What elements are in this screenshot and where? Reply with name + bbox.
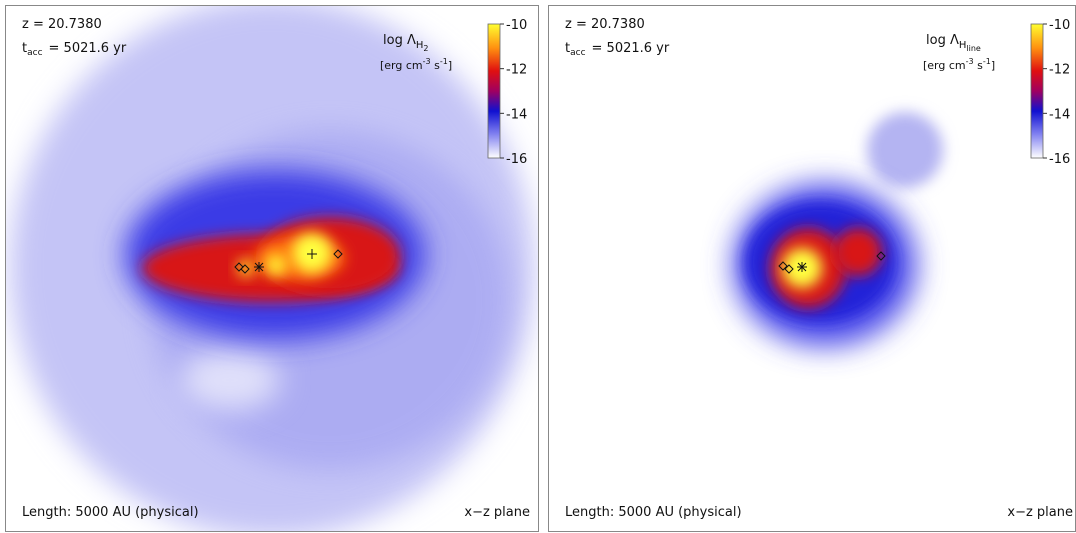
units: [erg cm-3 s-1]: [380, 57, 452, 72]
unit-part: -1: [983, 57, 991, 66]
plane-label: x−z plane: [1007, 505, 1073, 520]
colorbar-tick-label: -10: [1049, 18, 1070, 33]
colorbar: [487, 23, 501, 159]
plane-label: x−z plane: [464, 505, 530, 520]
length-label: Length: 5000 AU (physical): [22, 505, 199, 520]
unit-part: ]: [991, 59, 995, 72]
unit-part: ]: [448, 59, 452, 72]
quantity-subsub: 2: [423, 44, 428, 53]
units: [erg cm-3 s-1]: [923, 57, 995, 72]
unit-part: [erg cm: [923, 59, 966, 72]
colorbar-tick-label: -10: [506, 18, 527, 33]
accretion-time: tacc = 5021.6 yr: [22, 41, 127, 58]
colorbar-tick-label: -12: [1049, 63, 1070, 78]
time-value: = 5021.6 yr: [49, 41, 127, 56]
time-symbol: t: [22, 41, 27, 56]
quantity-sub: H: [959, 40, 967, 51]
colorbar-tick-label: -14: [1049, 107, 1070, 122]
time-subscript: acc: [570, 48, 585, 58]
map-right: [549, 6, 1075, 531]
colorbar-tick-label: -16: [506, 152, 527, 167]
map-left: [6, 6, 538, 531]
unit-part: s: [431, 59, 440, 72]
colorbar: [1030, 23, 1044, 159]
unit-part: [erg cm: [380, 59, 423, 72]
colorbar-tick-label: -16: [1049, 152, 1070, 167]
panel-frame: [5, 5, 539, 532]
quantity: log Λ: [926, 33, 959, 48]
unit-part: -3: [423, 57, 431, 66]
redshift: z = 20.7380: [565, 17, 645, 32]
quantity-label: log ΛHline: [926, 33, 981, 53]
quantity-subsub: line: [966, 44, 981, 53]
colorbar-tick-label: -14: [506, 107, 527, 122]
unit-part: -3: [966, 57, 974, 66]
quantity: log Λ: [383, 33, 416, 48]
unit-part: s: [974, 59, 983, 72]
quantity-label: log ΛH2: [383, 33, 428, 53]
accretion-time: tacc = 5021.6 yr: [565, 41, 670, 58]
redshift: z = 20.7380: [22, 17, 102, 32]
time-symbol: t: [565, 41, 570, 56]
colorbar-tick-label: -12: [506, 63, 527, 78]
quantity-sub: H: [416, 40, 424, 51]
time-value: = 5021.6 yr: [592, 41, 670, 56]
time-subscript: acc: [27, 48, 42, 58]
length-label: Length: 5000 AU (physical): [565, 505, 742, 520]
unit-part: -1: [440, 57, 448, 66]
